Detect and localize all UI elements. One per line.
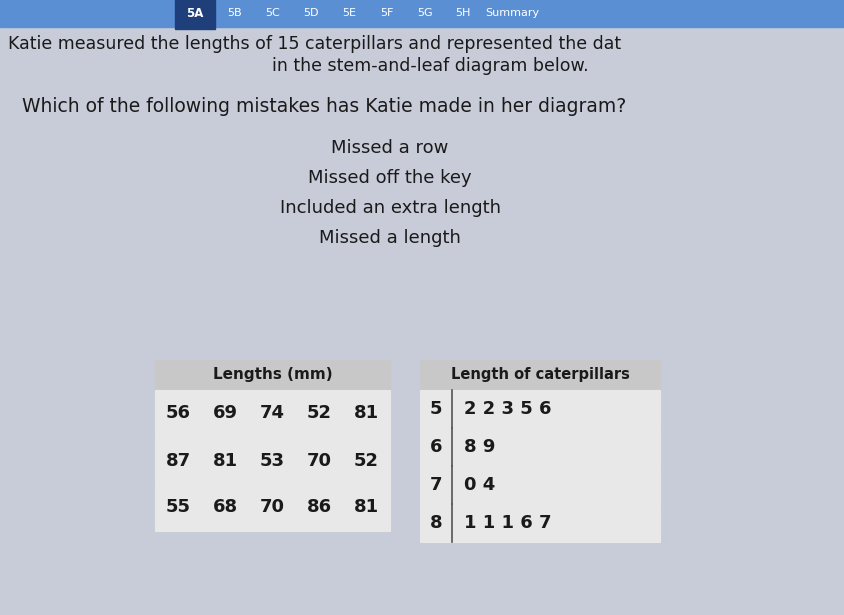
Text: 52: 52 — [307, 405, 332, 423]
Text: 8 9: 8 9 — [464, 438, 495, 456]
Text: 53: 53 — [260, 451, 285, 469]
Text: Missed a length: Missed a length — [319, 229, 461, 247]
Bar — [155, 484, 390, 531]
Text: 1 1 1 6 7: 1 1 1 6 7 — [464, 514, 551, 532]
Text: 70: 70 — [307, 451, 332, 469]
Text: Missed off the key: Missed off the key — [308, 169, 472, 187]
Bar — [420, 428, 660, 466]
Text: 74: 74 — [260, 405, 285, 423]
Bar — [420, 466, 660, 504]
Text: Length of caterpillars: Length of caterpillars — [451, 368, 630, 383]
Text: 5B: 5B — [228, 9, 242, 18]
Text: 81: 81 — [213, 451, 238, 469]
Text: 86: 86 — [307, 499, 332, 517]
Text: 87: 87 — [166, 451, 191, 469]
Text: Summary: Summary — [485, 9, 539, 18]
Bar — [420, 504, 660, 542]
Text: 0 4: 0 4 — [464, 476, 495, 494]
Bar — [420, 390, 660, 428]
Text: 5G: 5G — [417, 9, 433, 18]
Bar — [0, 0, 844, 27]
Text: 81: 81 — [354, 405, 379, 423]
Text: 5F: 5F — [381, 9, 393, 18]
Text: 5: 5 — [430, 400, 442, 418]
Text: Included an extra length: Included an extra length — [279, 199, 500, 217]
Text: 7: 7 — [430, 476, 442, 494]
Text: Which of the following mistakes has Katie made in her diagram?: Which of the following mistakes has Kati… — [22, 97, 626, 116]
Text: Katie measured the lengths of 15 caterpillars and represented the dat: Katie measured the lengths of 15 caterpi… — [8, 35, 621, 53]
Text: 5C: 5C — [266, 9, 280, 18]
Text: 69: 69 — [213, 405, 238, 423]
Text: 2 2 3 5 6: 2 2 3 5 6 — [464, 400, 551, 418]
Text: 81: 81 — [354, 499, 379, 517]
Text: 6: 6 — [430, 438, 442, 456]
Bar — [175, 0, 215, 29]
Bar — [420, 360, 660, 390]
Text: 5D: 5D — [303, 9, 319, 18]
Text: 52: 52 — [354, 451, 379, 469]
Text: in the stem-and-leaf diagram below.: in the stem-and-leaf diagram below. — [272, 57, 588, 75]
Text: 5E: 5E — [342, 9, 356, 18]
Text: 55: 55 — [166, 499, 191, 517]
Text: Missed a row: Missed a row — [332, 139, 449, 157]
Text: 56: 56 — [166, 405, 191, 423]
Bar — [155, 437, 390, 484]
Text: Lengths (mm): Lengths (mm) — [213, 368, 333, 383]
Text: 8: 8 — [430, 514, 442, 532]
Text: 70: 70 — [260, 499, 285, 517]
Bar — [155, 390, 390, 437]
Text: 68: 68 — [213, 499, 238, 517]
Text: 5A: 5A — [187, 7, 203, 20]
Bar — [155, 360, 390, 390]
Text: 5H: 5H — [455, 9, 471, 18]
